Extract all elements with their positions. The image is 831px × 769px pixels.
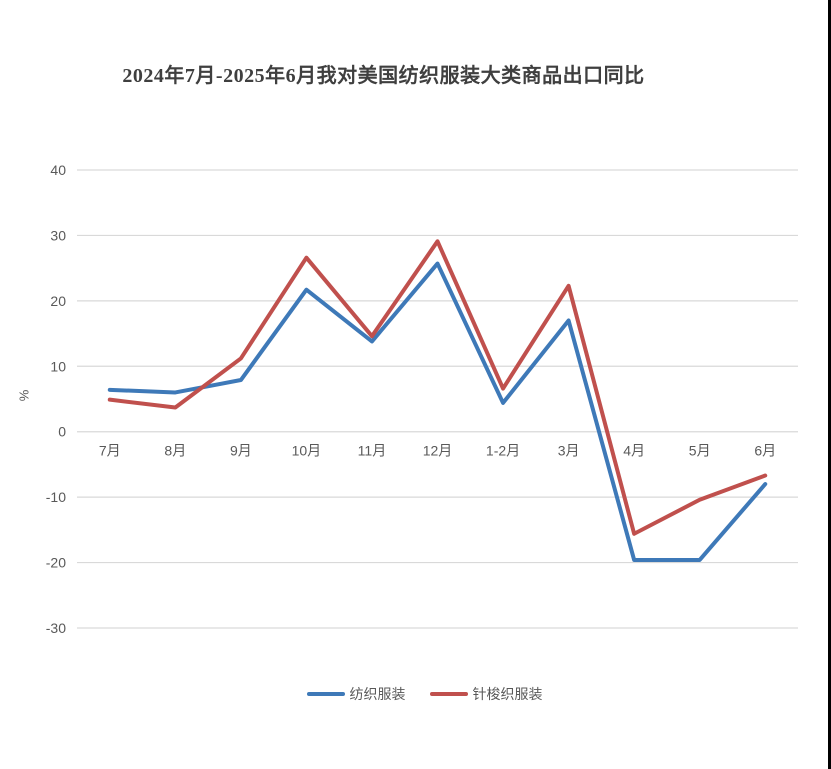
x-category-label: 5月	[689, 443, 711, 459]
legend-item-knitted-woven-apparel: 针梭织服装	[429, 684, 543, 704]
x-category-label: 1-2月	[486, 443, 520, 459]
x-category-label: 3月	[558, 443, 580, 459]
y-tick-label: -20	[46, 555, 66, 571]
x-category-label: 4月	[623, 443, 645, 459]
x-category-label: 12月	[423, 443, 453, 459]
legend-item-textile-apparel: 纺织服装	[306, 684, 406, 704]
window-border-right	[828, 0, 831, 769]
y-tick-label: 40	[50, 162, 66, 178]
series-line-1	[107, 239, 768, 536]
chart-title: 2024年7月-2025年6月我对美国纺织服装大类商品出口同比	[122, 65, 645, 87]
legend-line-swatch-blue	[306, 692, 345, 696]
legend: 纺织服装 针梭织服装	[9, 684, 831, 704]
y-tick-label: 10	[50, 358, 66, 374]
y-tick-label: -30	[46, 620, 66, 636]
series-line-0	[107, 261, 768, 562]
x-category-label: 11月	[358, 443, 387, 459]
x-category-label: 7月	[99, 443, 121, 459]
x-category-label: 6月	[754, 443, 776, 459]
x-category-label: 9月	[230, 443, 252, 459]
legend-label: 纺织服装	[349, 686, 406, 702]
x-category-label: 10月	[292, 443, 322, 459]
y-tick-label: 20	[50, 293, 66, 309]
y-tick-label: 0	[58, 424, 66, 440]
y-tick-label: -10	[46, 489, 66, 505]
x-category-label: 8月	[164, 443, 186, 459]
legend-line-swatch-red	[429, 692, 468, 696]
legend-label: 针梭织服装	[472, 686, 543, 702]
y-tick-label: 30	[50, 227, 66, 243]
